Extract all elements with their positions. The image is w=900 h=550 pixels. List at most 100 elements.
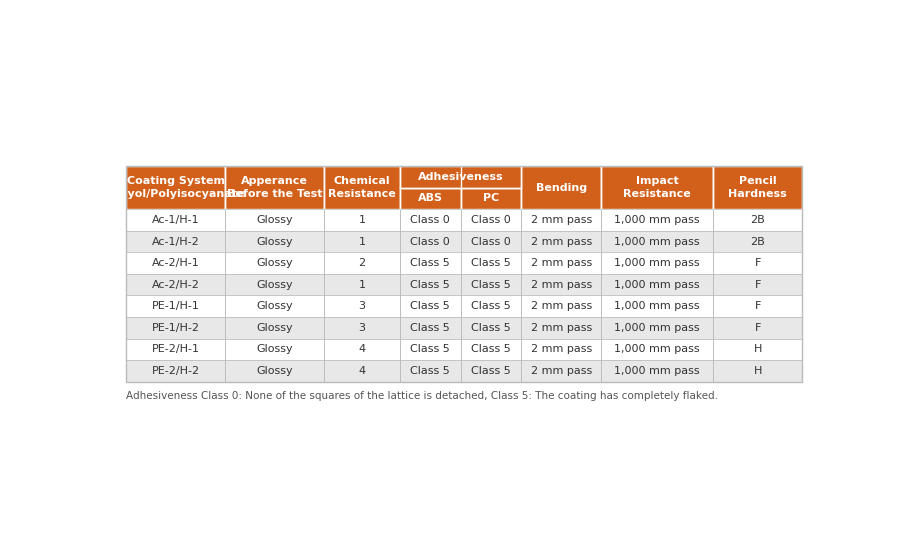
Text: Ac-1/H-1: Ac-1/H-1 [152,215,200,225]
Bar [714,209,802,231]
Text: Class 5: Class 5 [471,344,511,354]
Bar [400,295,461,317]
Bar [461,339,521,360]
Text: Bending: Bending [536,183,587,192]
Text: Glossy: Glossy [256,323,292,333]
Bar [461,231,521,252]
Bar [714,339,802,360]
Bar [400,209,461,231]
Bar [324,274,400,295]
Text: Ac-2/H-1: Ac-2/H-1 [152,258,200,268]
Bar [461,295,521,317]
Bar [521,274,601,295]
Text: Class 5: Class 5 [471,323,511,333]
Bar [714,295,802,317]
Bar [714,317,802,339]
Bar [400,188,461,209]
Text: 2 mm pass: 2 mm pass [530,236,592,246]
Text: Class 0: Class 0 [471,236,511,246]
Bar [126,295,225,317]
Text: 2 mm pass: 2 mm pass [530,344,592,354]
Text: Class 5: Class 5 [410,366,450,376]
Text: PE-1/H-1: PE-1/H-1 [152,301,200,311]
Text: 2 mm pass: 2 mm pass [530,280,592,290]
Text: Class 5: Class 5 [410,344,450,354]
Text: Glossy: Glossy [256,344,292,354]
Text: Glossy: Glossy [256,301,292,311]
Bar [714,360,802,382]
Bar [461,360,521,382]
Text: 3: 3 [358,323,365,333]
Bar [601,209,714,231]
Bar [225,166,324,209]
Text: 4: 4 [358,366,365,376]
Text: Ac-2/H-2: Ac-2/H-2 [152,280,200,290]
Bar [126,274,225,295]
Bar [714,166,802,209]
Text: F: F [754,258,761,268]
Bar [521,252,601,274]
Text: Class 5: Class 5 [410,323,450,333]
Text: 1: 1 [358,236,365,246]
Bar [400,360,461,382]
Bar [324,231,400,252]
Text: Class 5: Class 5 [471,280,511,290]
Bar [714,274,802,295]
Text: Class 0: Class 0 [471,215,511,225]
Bar [225,339,324,360]
Bar [126,209,225,231]
Bar [601,274,714,295]
Text: 2 mm pass: 2 mm pass [530,258,592,268]
Bar [324,360,400,382]
Text: 1,000 mm pass: 1,000 mm pass [615,258,700,268]
Text: 2 mm pass: 2 mm pass [530,323,592,333]
Bar [324,295,400,317]
Text: Apperance
Before the Test: Apperance Before the Test [227,177,322,199]
Text: Pencil
Hardness: Pencil Hardness [728,177,788,199]
Bar [601,360,714,382]
Bar [324,252,400,274]
Text: Class 5: Class 5 [410,301,450,311]
Text: 4: 4 [358,344,365,354]
Text: Class 5: Class 5 [471,301,511,311]
Bar [126,360,225,382]
Text: Chemical
Resistance: Chemical Resistance [328,177,396,199]
Text: Glossy: Glossy [256,215,292,225]
Bar [324,339,400,360]
Bar [126,166,802,382]
Bar [521,360,601,382]
Bar [126,317,225,339]
Text: 1,000 mm pass: 1,000 mm pass [615,215,700,225]
Text: Adhesiveness: Adhesiveness [418,172,503,182]
Bar [225,317,324,339]
Bar [225,209,324,231]
Text: Class 5: Class 5 [410,258,450,268]
Text: PE-2/H-2: PE-2/H-2 [152,366,200,376]
Bar [126,252,225,274]
Bar [126,166,225,209]
Bar [521,231,601,252]
Bar [461,252,521,274]
Text: Glossy: Glossy [256,258,292,268]
Bar [521,295,601,317]
Text: Coating System
Polyol/Polyisocyanate: Coating System Polyol/Polyisocyanate [108,177,244,199]
Bar [225,231,324,252]
Text: 1,000 mm pass: 1,000 mm pass [615,301,700,311]
Bar [521,339,601,360]
Text: F: F [754,301,761,311]
Text: Class 5: Class 5 [471,366,511,376]
Text: Class 0: Class 0 [410,236,450,246]
Text: Glossy: Glossy [256,280,292,290]
Bar [521,166,601,209]
Bar [225,360,324,382]
Text: 2 mm pass: 2 mm pass [530,301,592,311]
Bar [126,339,225,360]
Text: 1: 1 [358,215,365,225]
Bar [400,317,461,339]
Bar [601,231,714,252]
Text: Glossy: Glossy [256,366,292,376]
Bar [601,339,714,360]
Bar [521,209,601,231]
Text: Glossy: Glossy [256,236,292,246]
Text: 2B: 2B [751,236,765,246]
